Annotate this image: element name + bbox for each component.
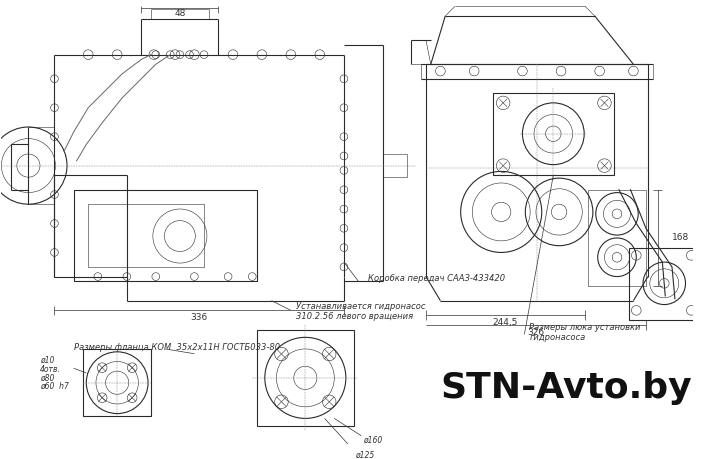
Text: ø160: ø160: [364, 436, 382, 445]
Text: Размеры фланца КОМ  35х2х11Н ГОСТБ033-80: Размеры фланца КОМ 35х2х11Н ГОСТБ033-80: [74, 342, 280, 352]
Text: ø10: ø10: [40, 356, 54, 365]
Text: 168: 168: [672, 234, 689, 242]
Text: 244,5: 244,5: [493, 319, 518, 327]
Text: 326: 326: [528, 328, 544, 337]
Text: 336: 336: [191, 313, 208, 322]
Text: STN-Avto.by: STN-Avto.by: [440, 370, 692, 404]
Text: ø125: ø125: [356, 451, 375, 459]
Bar: [83, 349, 151, 416]
Text: 4отв.: 4отв.: [40, 365, 61, 374]
Bar: [629, 247, 701, 320]
Bar: [257, 330, 353, 426]
Text: 310.2.56 левого вращения: 310.2.56 левого вращения: [295, 312, 413, 321]
Text: ø60  h7: ø60 h7: [40, 382, 69, 391]
Text: 48: 48: [174, 9, 186, 17]
Bar: [74, 190, 257, 281]
Bar: [588, 190, 646, 286]
Text: Устанавливается гидронасос: Устанавливается гидронасос: [295, 302, 425, 311]
Text: Размеры люка установки: Размеры люка установки: [529, 323, 641, 332]
Bar: [493, 93, 614, 175]
Text: ø80: ø80: [40, 373, 54, 382]
Bar: [88, 204, 204, 267]
Text: гидронасоса: гидронасоса: [529, 333, 586, 342]
Text: Коробка передач СААЗ-433420: Коробка передач СААЗ-433420: [368, 274, 505, 283]
